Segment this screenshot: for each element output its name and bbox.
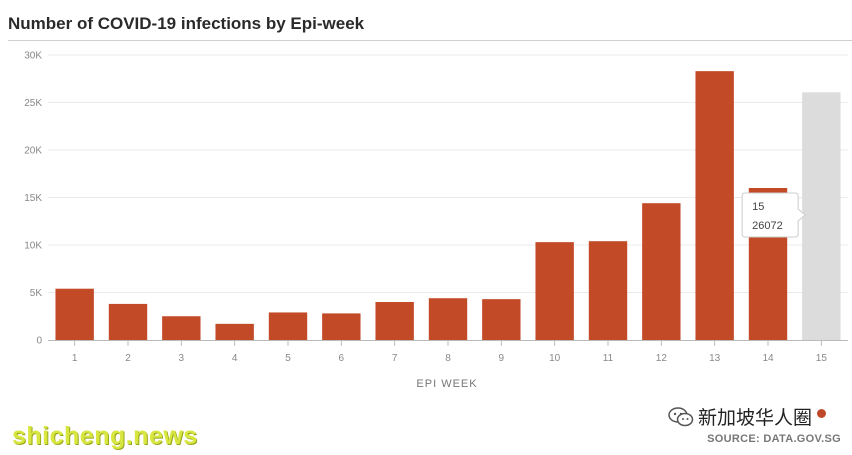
wechat-icon: [668, 406, 694, 426]
x-tick-label: 4: [232, 353, 238, 364]
x-tick-label: 8: [445, 353, 451, 364]
source-credit: SOURCE: DATA.GOV.SG: [707, 433, 841, 445]
bar-week-9: [482, 299, 521, 340]
bar-week-4: [215, 323, 254, 340]
y-tick-label: 10K: [24, 241, 42, 252]
y-tick-label: 30K: [24, 51, 42, 62]
brand-badge: 新加坡华人圈: [668, 403, 827, 430]
bar-week-6: [322, 313, 361, 340]
x-axis-title: EPI WEEK: [416, 378, 477, 390]
x-tick-label: 11: [603, 353, 614, 364]
chart-title: Number of COVID-19 infections by Epi-wee…: [8, 14, 365, 33]
title-divider: [8, 40, 852, 41]
bar-week-10: [535, 242, 574, 340]
y-tick-label: 25K: [24, 98, 42, 109]
x-tick-label: 13: [709, 353, 721, 364]
bar-week-1: [55, 288, 94, 340]
y-tick-label: 15K: [24, 193, 42, 204]
bar-week-3: [162, 316, 201, 340]
x-tick-label: 6: [339, 353, 345, 364]
y-tick-label: 20K: [24, 146, 42, 157]
x-tick-label: 5: [285, 353, 291, 364]
bar-week-11: [588, 241, 628, 340]
bar-week-13: [695, 71, 734, 341]
bar-week-8: [428, 298, 468, 340]
x-tick-label: 9: [499, 353, 505, 364]
bar-week-15: [802, 92, 841, 340]
bar-week-2: [108, 303, 148, 340]
y-tick-label: 0: [36, 336, 42, 347]
tooltip-category: 15: [752, 201, 764, 213]
brand-dot: [817, 409, 827, 418]
x-tick-label: 15: [816, 353, 828, 364]
bar-week-7: [375, 302, 414, 340]
tooltip-value: 26072: [752, 220, 783, 232]
x-tick-label: 7: [392, 353, 398, 364]
x-tick-label: 12: [656, 353, 668, 364]
x-tick-label: 2: [125, 353, 131, 364]
bar-week-12: [642, 203, 681, 340]
bar-week-5: [268, 312, 308, 340]
y-tick-label: 5K: [30, 288, 43, 299]
tooltip-box: [741, 192, 806, 238]
x-tick-label: 14: [762, 353, 774, 364]
brand-name: 新加坡华人圈: [698, 407, 813, 429]
x-tick-label: 3: [179, 353, 185, 364]
x-tick-label: 1: [72, 353, 78, 364]
watermark-text: shicheng.news: [12, 422, 198, 450]
x-tick-label: 10: [549, 353, 561, 364]
